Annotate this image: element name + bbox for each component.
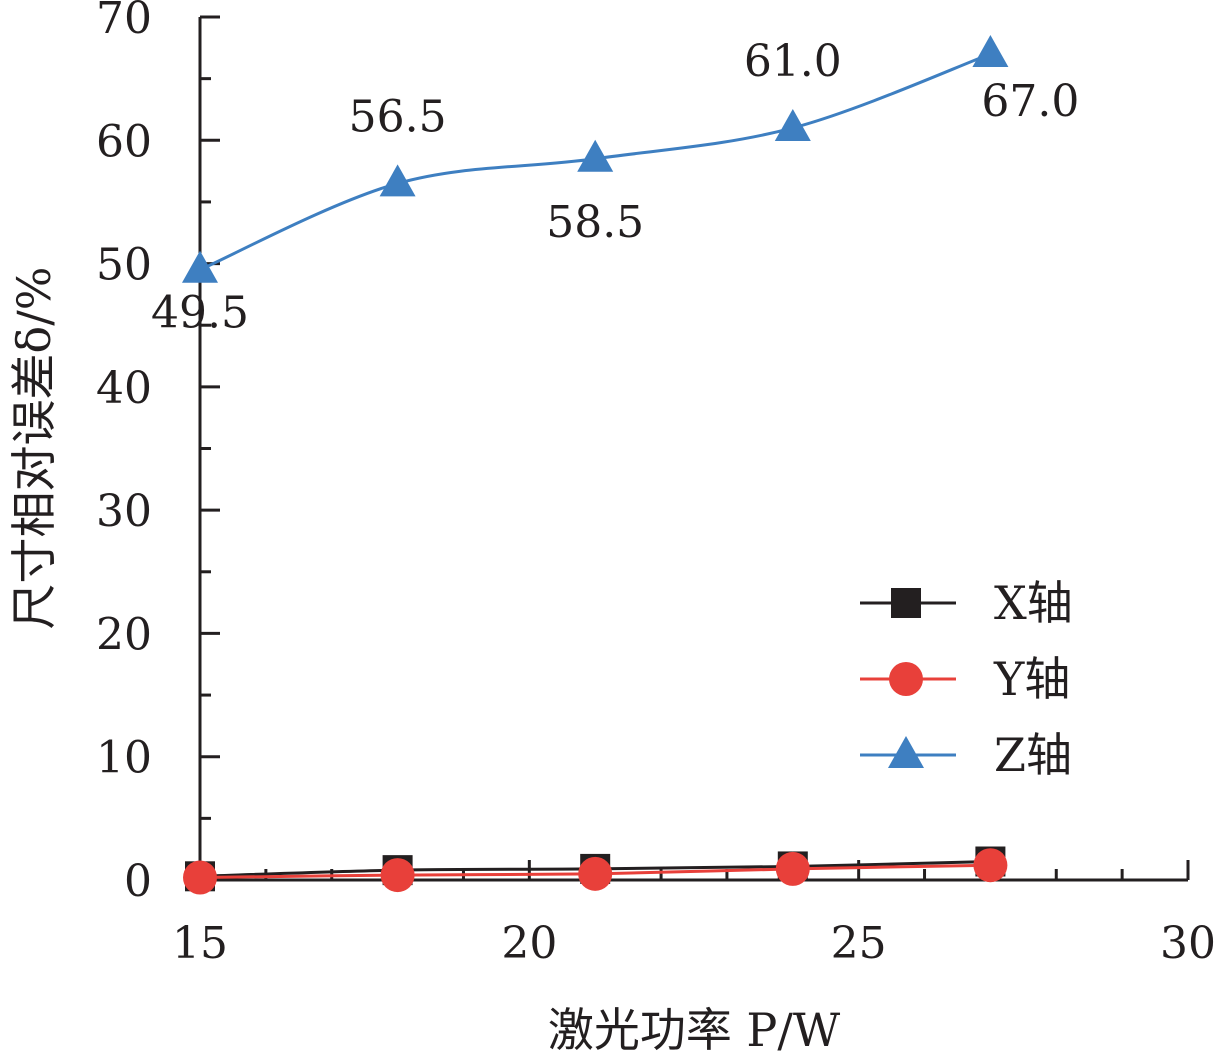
series-y-point	[380, 858, 415, 893]
legend-z-label: Z轴	[994, 728, 1072, 782]
x-tick-label: 30	[1160, 918, 1216, 969]
data-label: 58.5	[546, 197, 644, 248]
data-label: 61.0	[744, 36, 842, 87]
axes-layer: 0 10 20 30 40 50 60 70 15 20 25 30	[96, 0, 1216, 969]
legend-x-label: X轴	[994, 576, 1073, 630]
series-layer	[182, 34, 1009, 895]
data-labels-layer: 49.5 56.5 58.5 61.0 67.0	[151, 36, 1079, 339]
y-tick-label: 50	[96, 240, 152, 291]
series-z-point	[972, 34, 1009, 67]
legend-x-marker	[891, 588, 921, 618]
x-tick-label: 20	[501, 918, 557, 969]
series-z-point	[774, 108, 811, 141]
y-tick-label: 20	[96, 609, 152, 660]
data-label: 56.5	[349, 91, 447, 142]
y-tick-label: 70	[96, 0, 152, 44]
x-tick-label: 25	[831, 918, 887, 969]
legend-y-marker	[889, 662, 923, 696]
y-tick-label: 10	[96, 733, 152, 784]
data-label: 49.5	[151, 288, 249, 339]
series-y-point	[183, 860, 217, 895]
x-axis-title: 激光功率 P/W	[548, 1003, 841, 1056]
y-axis-title: 尺寸相对误差δ/%	[7, 267, 61, 630]
series-y-point	[775, 851, 810, 886]
series-y-point	[578, 856, 613, 891]
series-y-point	[973, 848, 1008, 883]
series-z-point	[577, 139, 614, 172]
legend: X轴 Y轴 Z轴	[860, 576, 1073, 782]
x-tick-label: 15	[172, 918, 228, 969]
legend-y-label: Y轴	[993, 652, 1070, 706]
series-z-point	[379, 164, 416, 197]
y-tick-label: 0	[124, 856, 152, 907]
data-label: 67.0	[981, 76, 1079, 127]
y-tick-label: 40	[96, 363, 152, 414]
series-z-point	[182, 250, 218, 283]
legend-z-marker	[888, 736, 924, 768]
y-tick-label: 30	[96, 486, 152, 537]
y-tick-label: 60	[96, 116, 152, 167]
